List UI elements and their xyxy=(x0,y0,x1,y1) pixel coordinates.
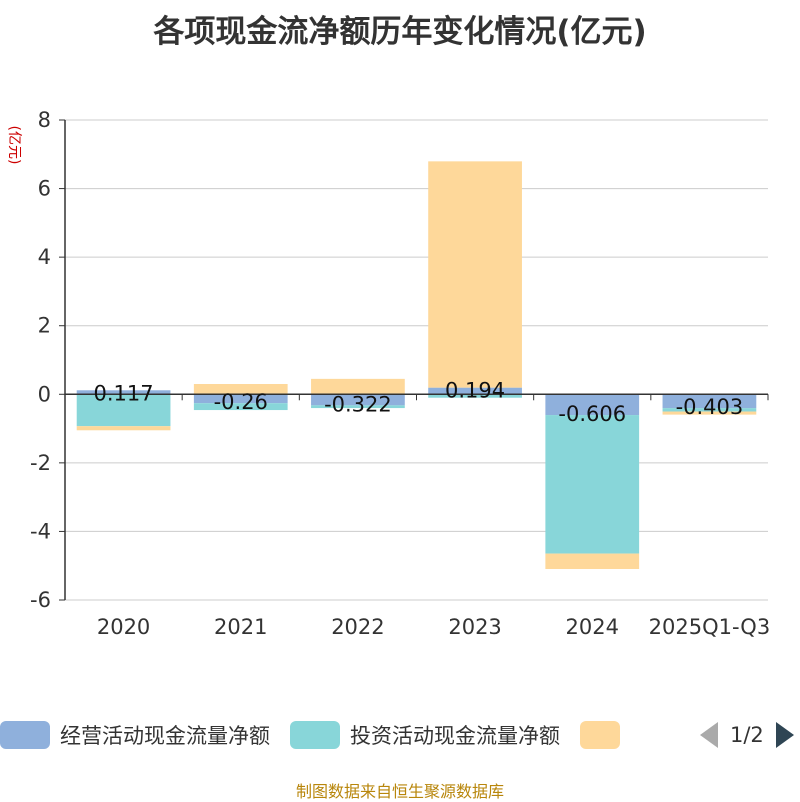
data-label: -0.322 xyxy=(324,392,392,416)
bar-2020-series-2 xyxy=(76,394,171,427)
bar-2022-series-3 xyxy=(311,378,405,395)
bar-2025Q1-Q3-series-3 xyxy=(662,411,757,415)
y-tick-label: 0 xyxy=(38,382,51,406)
data-label: 0.194 xyxy=(445,379,505,403)
bar-2020-series-3 xyxy=(76,426,171,431)
legend-pager: 1/2 xyxy=(700,718,794,752)
bar-chart: (亿元) -6 -4 -2 0 2 4 6 8 2020 2021 2022 2023 2024 202… xyxy=(6,108,771,639)
bar-2021-series-1 xyxy=(193,394,288,404)
data-source: 制图数据来自恒生聚源数据库 xyxy=(295,782,504,801)
x-tick-label: 2020 xyxy=(97,615,150,639)
bar-2023-series-2 xyxy=(428,394,522,398)
bar-2025Q1-Q3-series-1 xyxy=(662,394,757,409)
y-tick-label: 8 xyxy=(38,108,51,132)
bar-2025Q1-Q3-series-2 xyxy=(662,408,757,412)
legend-item-financing[interactable] xyxy=(580,721,630,749)
legend-swatch-financing xyxy=(580,721,620,749)
legend-item-investing[interactable]: 投资活动现金流量净额 xyxy=(290,720,560,750)
data-label: 0.117 xyxy=(94,381,154,405)
legend-label-investing: 投资活动现金流量净额 xyxy=(350,724,560,748)
next-page-icon[interactable] xyxy=(775,722,794,748)
legend-page-indicator: 1/2 xyxy=(730,723,764,747)
y-tick-label: -2 xyxy=(30,451,51,475)
bar-2023-series-1 xyxy=(428,387,522,395)
prev-page-icon[interactable] xyxy=(700,722,718,748)
y-tick-label: 2 xyxy=(38,314,51,338)
x-tick-label: 2024 xyxy=(566,615,619,639)
legend: 经营活动现金流量净额 投资活动现金流量净额 1/2 xyxy=(0,718,800,752)
x-tick-label: 2023 xyxy=(448,615,501,639)
chart-title: 各项现金流净额历年变化情况(亿元) xyxy=(153,14,647,50)
legend-item-operating[interactable]: 经营活动现金流量净额 xyxy=(0,720,270,750)
y-axis-label: (亿元) xyxy=(6,126,22,165)
y-tick-label: -6 xyxy=(30,588,51,612)
bar-2021-series-2 xyxy=(193,403,288,411)
bar-2020-series-1 xyxy=(76,390,171,395)
x-tick-label: 2022 xyxy=(331,615,384,639)
bar-2023-series-3 xyxy=(428,161,522,388)
bar-2022-series-2 xyxy=(311,405,405,409)
bar-2024-series-2 xyxy=(545,415,640,554)
bar-2021-series-3 xyxy=(193,384,288,395)
legend-swatch-investing xyxy=(290,721,340,749)
data-label: -0.403 xyxy=(676,395,744,419)
data-label: -0.606 xyxy=(558,402,626,426)
legend-label-operating: 经营活动现金流量净额 xyxy=(60,724,270,748)
data-label: -0.26 xyxy=(214,390,268,414)
bar-2022-series-1 xyxy=(311,394,405,406)
y-tick-label: -4 xyxy=(30,519,51,543)
x-tick-label: 2021 xyxy=(214,615,267,639)
legend-swatch-operating xyxy=(0,721,50,749)
y-tick-label: 4 xyxy=(38,245,51,269)
bar-2024-series-3 xyxy=(545,553,640,570)
y-tick-label: 6 xyxy=(38,177,51,201)
bar-2024-series-1 xyxy=(545,394,640,416)
x-tick-label: 2025Q1-Q3 xyxy=(649,615,771,639)
